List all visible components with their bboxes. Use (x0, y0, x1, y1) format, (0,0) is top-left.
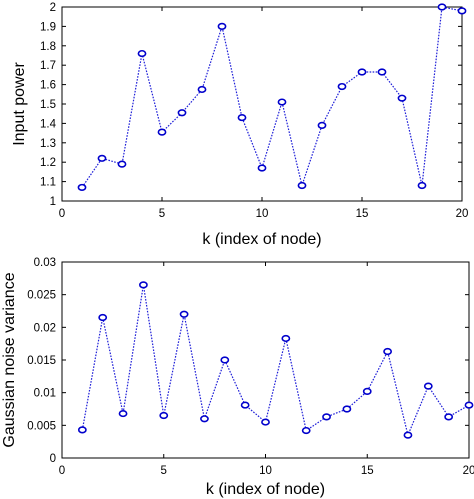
input-power-data-point (317, 121, 327, 129)
noise-variance-data-point (444, 413, 454, 421)
noise-variance-y-tick-label: 0 (50, 453, 56, 465)
noise-variance-x-tick-label: 20 (463, 465, 474, 477)
noise-variance-data-point (138, 281, 148, 289)
noise-variance-data-point (118, 409, 128, 418)
input-power-data-point (277, 98, 287, 106)
noise-variance-x-tick-label: 15 (361, 465, 374, 477)
input-power-y-tick-label: 1.9 (40, 21, 56, 33)
noise-variance-data-point (98, 313, 108, 322)
input-power-data-point (357, 68, 367, 76)
input-power-data-point (457, 7, 467, 15)
input-power-data-point (377, 68, 387, 76)
input-power-data-point (217, 22, 227, 31)
input-power-data-point (237, 113, 247, 122)
noise-variance-x-axis-label: k (index of node) (206, 481, 325, 498)
noise-variance-y-tick-label: 0.015 (27, 355, 56, 367)
input-power-y-axis-label: Input power (11, 62, 28, 146)
input-power-x-tick-label: 20 (456, 208, 469, 220)
noise-variance-data-point (159, 411, 169, 420)
input-power-plot-frame (61, 6, 463, 202)
input-power-x-tick-label: 10 (256, 208, 269, 220)
noise-variance-chart: 0 5 10 15 20 0 0.005 0.01 0.015 0.02 0.025 0.03 k (i… (1, 257, 474, 498)
input-power-data-point (337, 82, 347, 91)
input-power-x-tick-label: 5 (159, 208, 165, 220)
input-power-data-point (297, 181, 307, 190)
input-power-data-point (157, 128, 167, 136)
noise-variance-data-point (403, 431, 413, 439)
input-power-data-point (97, 154, 107, 162)
noise-variance-data-point (200, 415, 209, 423)
noise-variance-data-point (261, 418, 270, 426)
input-power-data-point (117, 160, 127, 168)
noise-variance-data-point (240, 401, 250, 409)
noise-variance-data-point (179, 310, 189, 318)
noise-variance-y-axis-label: Gaussian noise variance (1, 272, 18, 447)
input-power-data-point (257, 164, 267, 172)
input-power-data-point (177, 109, 187, 117)
input-power-y-tick-label: 2 (50, 2, 56, 14)
input-power-data-point (437, 3, 447, 11)
input-power-x-tick-label: 15 (356, 208, 369, 220)
input-power-y-tick-label: 1 (50, 196, 56, 208)
noise-variance-data-point (464, 401, 474, 409)
noise-variance-data-point (281, 334, 291, 343)
input-power-y-tick-label: 1.2 (40, 157, 56, 169)
input-power-data-point (77, 183, 87, 192)
noise-variance-data-point (301, 426, 311, 435)
input-power-chart: 0 5 10 15 20 1 1.1 1.2 1.3 1.4 1.5 1.6 1.7 1.8 1.9 2 k (… (11, 2, 468, 248)
noise-variance-x-tick-label: 10 (259, 465, 272, 477)
input-power-x-tick-label: 0 (59, 208, 65, 220)
input-power-y-tick-label: 1.6 (40, 80, 56, 92)
input-power-y-tick-label: 1.1 (40, 177, 56, 189)
noise-variance-x-tick-label: 5 (161, 465, 167, 477)
noise-variance-series-line (81, 284, 470, 438)
noise-variance-data-point (383, 347, 392, 356)
noise-variance-data-point (362, 387, 372, 395)
input-power-data-point (417, 181, 427, 190)
noise-variance-y-tick-label: 0.005 (27, 420, 56, 432)
noise-variance-plot-frame (61, 261, 470, 459)
noise-variance-data-point (423, 382, 433, 390)
input-power-data-point (397, 94, 407, 102)
noise-variance-y-tick-label: 0.03 (34, 257, 56, 269)
noise-variance-y-tick-label: 0.02 (34, 322, 56, 334)
noise-variance-x-tick-label: 0 (59, 465, 65, 477)
noise-variance-y-tick-label: 0.025 (27, 290, 56, 302)
input-power-y-tick-label: 1.5 (40, 99, 56, 111)
noise-variance-data-point (342, 405, 352, 413)
input-power-y-tick-label: 1.7 (40, 60, 56, 72)
noise-variance-y-tick-label: 0.01 (34, 388, 56, 400)
noise-variance-data-point (322, 413, 331, 421)
input-power-series-line (81, 6, 463, 188)
input-power-y-tick-label: 1.3 (40, 138, 56, 150)
noise-variance-data-point (220, 356, 230, 364)
input-power-y-tick-label: 1.4 (40, 118, 57, 130)
input-power-data-point (197, 85, 207, 94)
noise-variance-data-point (77, 426, 87, 434)
input-power-y-tick-label: 1.8 (40, 41, 56, 53)
input-power-x-axis-label: k (index of node) (202, 231, 321, 248)
input-power-data-point (137, 49, 147, 58)
